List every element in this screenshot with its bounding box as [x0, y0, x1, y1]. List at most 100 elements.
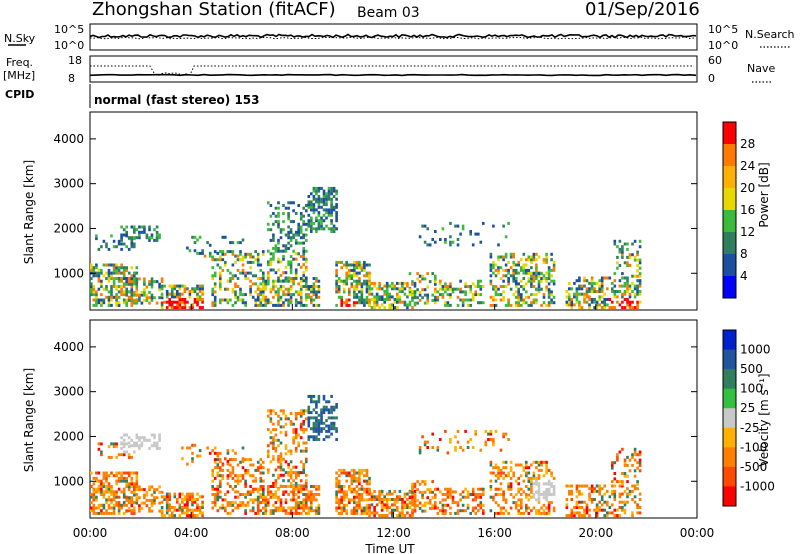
- echo-cell: [540, 303, 543, 307]
- echo-cell: [360, 266, 364, 270]
- echo-cell: [380, 295, 384, 299]
- echo-cell: [363, 303, 366, 307]
- echo-cell: [158, 438, 161, 442]
- echo-cell: [365, 295, 369, 299]
- echo-cell: [532, 476, 536, 480]
- echo-cell: [145, 285, 149, 289]
- echo-cell: [315, 511, 318, 515]
- echo-cell: [413, 496, 417, 500]
- echo-cell: [606, 514, 609, 518]
- echo-cell: [307, 285, 311, 288]
- echo-cell: [110, 487, 113, 491]
- echo-cell: [287, 214, 290, 218]
- echo-cell: [282, 457, 285, 461]
- echo-cell: [330, 408, 333, 412]
- echo-cell: [267, 490, 270, 494]
- echo-cell: [522, 298, 526, 302]
- echo-cell: [398, 498, 402, 501]
- echo-cell: [608, 298, 612, 301]
- echo-cell: [471, 487, 475, 491]
- echo-cell: [380, 514, 384, 518]
- echo-cell: [133, 301, 136, 305]
- echo-cell: [391, 498, 394, 501]
- echo-cell: [244, 495, 247, 499]
- echo-cell: [289, 255, 293, 258]
- echo-cell: [552, 476, 556, 480]
- echo-cell: [282, 493, 285, 496]
- echo-cell: [292, 422, 295, 426]
- echo-cell: [294, 277, 298, 280]
- echo-cell: [289, 471, 293, 475]
- echo-cell: [535, 293, 538, 297]
- echo-cell: [294, 428, 298, 432]
- echo-cell: [618, 492, 622, 496]
- echo-cell: [358, 301, 361, 305]
- echo-cell: [302, 465, 305, 469]
- echo-cell: [125, 298, 128, 302]
- echo-cell: [638, 266, 642, 270]
- echo-cell: [102, 239, 106, 243]
- echo-cell: [234, 301, 237, 305]
- echo-cell: [133, 471, 136, 475]
- echo-cell: [623, 242, 627, 246]
- echo-cell: [251, 479, 255, 483]
- echo-cell: [512, 279, 515, 283]
- echo-cell: [497, 266, 500, 270]
- echo-cell: [287, 298, 290, 302]
- echo-cell: [325, 200, 328, 204]
- echo-cell: [224, 493, 227, 496]
- echo-cell: [456, 224, 460, 228]
- echo-cell: [499, 482, 503, 486]
- echo-cell: [608, 506, 612, 509]
- echo-cell: [191, 508, 194, 512]
- echo-cell: [370, 298, 374, 301]
- echo-cell: [262, 460, 265, 464]
- echo-cell: [272, 279, 275, 283]
- echo-cell: [322, 219, 326, 223]
- echo-cell: [95, 293, 98, 297]
- echo-cell: [628, 292, 632, 296]
- echo-cell: [102, 474, 106, 478]
- echo-cell: [401, 281, 404, 285]
- echo-cell: [606, 298, 609, 301]
- echo-cell: [305, 506, 308, 510]
- echo-cell: [350, 268, 354, 272]
- echo-cell: [153, 436, 156, 440]
- echo-cell: [262, 277, 265, 280]
- cpid-text: normal (fast stereo) 153: [94, 93, 260, 107]
- echo-cell: [274, 279, 278, 283]
- echo-cell: [509, 255, 513, 259]
- echo-cell: [520, 285, 523, 288]
- echo-cell: [360, 298, 364, 302]
- echo-cell: [254, 274, 257, 278]
- echo-cell: [434, 287, 437, 291]
- echo-cell: [130, 479, 134, 483]
- echo-cell: [530, 279, 533, 283]
- echo-cell: [317, 511, 321, 515]
- echo-cell: [277, 268, 280, 272]
- echo-cell: [292, 428, 295, 432]
- echo-cell: [249, 252, 252, 256]
- echo-cell: [112, 498, 116, 502]
- echo-cell: [378, 281, 381, 285]
- echo-cell: [279, 295, 283, 299]
- echo-cell: [550, 301, 553, 305]
- echo-cell: [330, 424, 333, 428]
- echo-cell: [504, 252, 508, 256]
- echo-cell: [368, 492, 371, 496]
- echo-cell: [403, 281, 407, 285]
- echo-cell: [618, 450, 622, 454]
- echo-cell: [353, 268, 356, 272]
- echo-cell: [277, 206, 280, 210]
- echo-cell: [262, 293, 265, 297]
- echo-cell: [487, 438, 490, 441]
- echo-cell: [633, 239, 637, 243]
- echo-cell: [317, 285, 321, 288]
- echo-cell: [305, 209, 308, 213]
- echo-cell: [471, 243, 475, 247]
- echo-cell: [312, 227, 316, 231]
- echo-cell: [213, 476, 217, 480]
- echo-cell: [613, 489, 617, 493]
- echo-cell: [449, 240, 452, 244]
- echo-cell: [631, 463, 634, 467]
